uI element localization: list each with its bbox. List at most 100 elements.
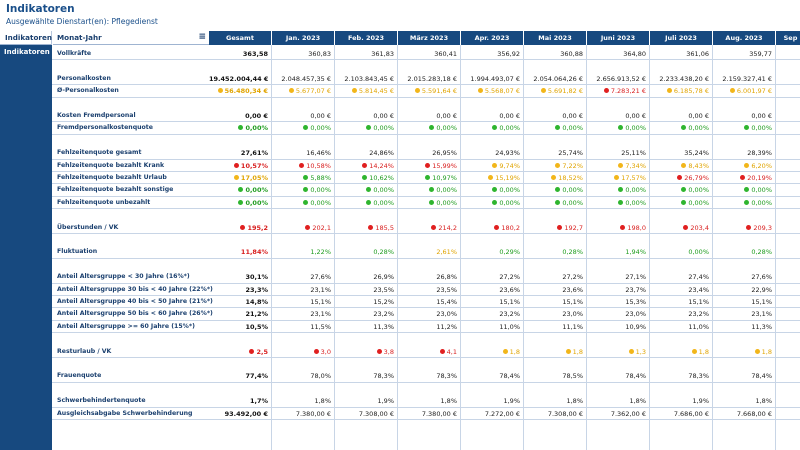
status-dot-icon xyxy=(746,224,752,230)
cell-value: 0,00% xyxy=(562,198,583,207)
column-header-0[interactable]: Gesamt xyxy=(209,31,272,45)
month-cell: 10,58% xyxy=(272,160,335,172)
status-dot-icon xyxy=(303,125,309,131)
column-header-9[interactable]: Sep xyxy=(776,31,800,45)
status-dot-icon xyxy=(376,348,382,354)
cell-value: 192,7 xyxy=(564,223,583,232)
cell-value: 0,00 € xyxy=(688,112,709,120)
month-cell: 23,0% xyxy=(587,308,650,320)
row-label[interactable]: Personalkosten xyxy=(57,74,111,82)
row-label[interactable]: Überstunden / VK xyxy=(57,223,119,231)
month-cell: 10,9% xyxy=(587,321,650,333)
label-column: Monat-Jahr ≡ xyxy=(53,31,209,450)
cell-value: 0,00% xyxy=(436,124,457,133)
column-header-6[interactable]: Juni 2023 xyxy=(587,31,650,45)
cell-value: 5.568,07 € xyxy=(484,87,520,96)
status-dot-icon xyxy=(431,224,437,230)
column-header-1[interactable]: Jan. 2023 xyxy=(272,31,335,45)
column-header-5[interactable]: Mai 2023 xyxy=(524,31,587,45)
status-dot-icon xyxy=(425,162,431,168)
row-label[interactable]: Resturlaub / VK xyxy=(57,347,112,355)
month-cell: 0,00% xyxy=(650,197,713,209)
month-cell: 24,86% xyxy=(335,147,398,159)
month-cell: 1,3 xyxy=(587,346,650,358)
column-divider xyxy=(397,45,398,450)
row-label[interactable]: Fluktuation xyxy=(57,248,98,256)
column-header-4[interactable]: Apr. 2023 xyxy=(461,31,524,45)
cell-value: 1,8 xyxy=(572,347,583,356)
menu-icon[interactable]: ≡ xyxy=(198,32,206,42)
row-separator xyxy=(52,406,800,408)
month-cell: 2.656.913,52 € xyxy=(587,73,650,85)
row-label[interactable]: Anteil Altersgruppe < 30 Jahre (16%*) xyxy=(57,273,190,281)
row-label[interactable]: Fehlzeitenquote gesamt xyxy=(57,149,142,157)
row-label[interactable]: Ausgleichsabgabe Schwerbehinderung xyxy=(57,409,193,417)
cell-value: 5.814,45 € xyxy=(358,87,394,96)
row-separator xyxy=(52,171,800,172)
status-dot-icon xyxy=(677,175,683,180)
row-label[interactable]: Vollkräfte xyxy=(57,50,92,57)
month-cell: 23,1% xyxy=(713,308,776,320)
cell-value: 24,86% xyxy=(369,149,394,158)
row-label[interactable]: Fehlzeitenquote unbezahlt xyxy=(57,198,151,206)
row-label[interactable]: Schwerbehindertenquote xyxy=(57,397,146,405)
cell-value: 0,00% xyxy=(245,186,268,195)
row-label[interactable]: Fehlzeitenquote bezahlt Krank xyxy=(57,161,165,169)
total-cell: 17,05% xyxy=(209,172,272,184)
status-dot-icon xyxy=(362,162,368,168)
status-dot-icon xyxy=(429,125,435,131)
cell-value: 23,0% xyxy=(562,310,583,319)
status-dot-icon xyxy=(366,187,372,193)
status-dot-icon xyxy=(681,162,687,168)
month-cell: 6,20% xyxy=(713,160,776,172)
month-cell: 1,8 xyxy=(650,346,713,358)
month-cell: 8,43% xyxy=(650,160,713,172)
cell-value: 1,8 xyxy=(509,347,520,356)
column-header-8[interactable]: Aug. 2023 xyxy=(713,31,776,45)
total-cell: 93.492,00 € xyxy=(209,408,272,420)
month-cell: 5.677,07 € xyxy=(272,85,335,97)
cell-value: 23,6% xyxy=(562,285,583,294)
month-cell: 0,00 € xyxy=(398,110,461,122)
label-column-header[interactable]: Monat-Jahr ≡ xyxy=(53,31,209,45)
month-cell: 15,1% xyxy=(650,296,713,308)
month-cell: 0,00% xyxy=(461,122,524,134)
column-header-3[interactable]: März 2023 xyxy=(398,31,461,45)
row-label[interactable]: Frauenquote xyxy=(57,372,102,380)
cell-value: 15,1% xyxy=(310,298,331,306)
month-cell: 5.814,45 € xyxy=(335,85,398,97)
month-cell: 26,8% xyxy=(398,271,461,283)
month-cell: 1,8 xyxy=(524,346,587,358)
row-label[interactable]: Anteil Altersgruppe 40 bis < 50 Jahre (2… xyxy=(57,298,213,305)
month-cell: 7.283,21 € xyxy=(587,85,650,97)
month-cell: 2.233.438,20 € xyxy=(650,73,713,85)
row-label[interactable]: Fremdpersonalkostenquote xyxy=(57,124,153,132)
status-dot-icon xyxy=(492,187,498,193)
month-cell: 9,74% xyxy=(461,160,524,172)
month-cell: 359,77 xyxy=(713,48,776,60)
row-label[interactable]: Fehlzeitenquote bezahlt Urlaub xyxy=(57,174,167,181)
row-label[interactable]: Ø-Personalkosten xyxy=(57,87,119,95)
cell-value: 11,5% xyxy=(310,322,331,331)
row-label[interactable]: Anteil Altersgruppe 30 bis < 40 Jahre (2… xyxy=(57,285,213,293)
total-cell: 23,3% xyxy=(209,284,272,296)
column-header-2[interactable]: Feb. 2023 xyxy=(335,31,398,45)
status-dot-icon xyxy=(429,187,435,193)
cell-value: 16,46% xyxy=(306,149,331,158)
status-dot-icon xyxy=(351,88,357,94)
row-separator xyxy=(52,357,800,358)
row-label[interactable]: Anteil Altersgruppe 50 bis < 60 Jahre (2… xyxy=(57,310,213,318)
column-divider xyxy=(712,45,713,450)
row-label[interactable]: Fehlzeitenquote bezahlt sonstige xyxy=(57,186,174,194)
column-header-7[interactable]: Juli 2023 xyxy=(650,31,713,45)
month-cell: 361,83 xyxy=(335,48,398,60)
row-label[interactable]: Anteil Altersgruppe >= 60 Jahre (15%*) xyxy=(57,322,195,330)
status-dot-icon xyxy=(620,224,626,230)
month-cell: 0,00 € xyxy=(272,110,335,122)
cell-value: 5,88% xyxy=(310,174,331,182)
total-cell: 11,84% xyxy=(209,246,272,258)
row-label[interactable]: Kosten Fremdpersonal xyxy=(57,112,136,119)
cell-value: 0,00% xyxy=(688,248,709,257)
status-dot-icon xyxy=(565,348,571,354)
side-column-header[interactable]: Indikatoren xyxy=(0,31,52,45)
